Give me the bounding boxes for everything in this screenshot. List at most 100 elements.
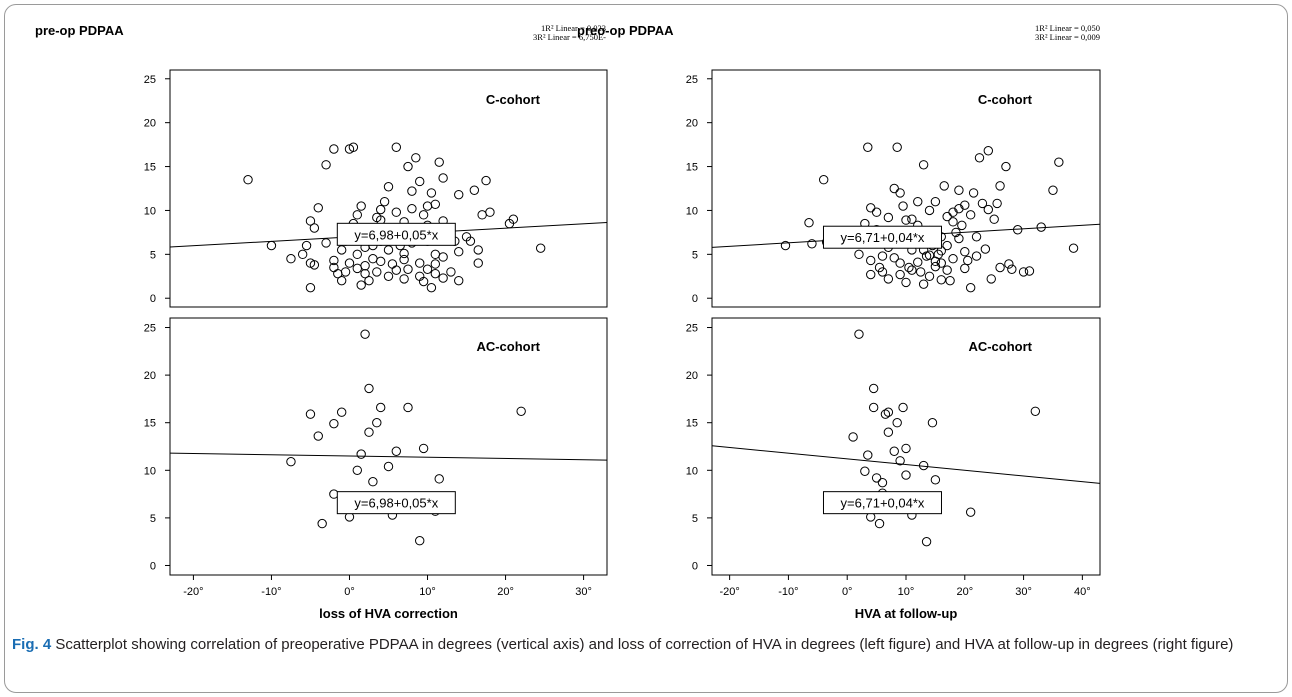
- data-point: [951, 227, 961, 238]
- data-point: [473, 258, 483, 268]
- data-point: [375, 256, 386, 267]
- data-point: [340, 267, 351, 277]
- y-tick-label: 0: [150, 293, 156, 305]
- data-point: [352, 249, 362, 260]
- equation-label: y=6,98+0,05*x: [354, 496, 438, 511]
- data-point: [313, 431, 323, 441]
- data-point: [877, 251, 888, 261]
- data-point: [426, 282, 437, 293]
- data-point: [930, 196, 941, 207]
- y-tick-label: 10: [144, 205, 156, 217]
- data-point: [438, 273, 448, 283]
- data-point: [243, 175, 253, 185]
- data-point: [977, 198, 988, 209]
- data-point: [356, 201, 366, 211]
- data-point: [407, 186, 417, 196]
- y-tick-label: 25: [686, 74, 698, 86]
- data-point: [895, 269, 905, 280]
- r2-legend-line: 3R² Linear = 0,009: [1035, 32, 1100, 42]
- data-point: [901, 277, 911, 288]
- data-point: [860, 466, 870, 476]
- data-point: [391, 142, 402, 152]
- y-tick-label: 10: [144, 465, 156, 477]
- data-point: [329, 418, 339, 429]
- data-point: [535, 243, 546, 253]
- y-tick-label: 20: [144, 118, 156, 130]
- x-tick-label: -10°: [778, 586, 798, 598]
- data-point: [321, 238, 331, 248]
- data-point: [883, 427, 894, 437]
- data-point: [924, 271, 935, 281]
- data-point: [880, 409, 891, 419]
- data-point: [383, 461, 394, 472]
- equation-box: [822, 491, 942, 515]
- y-tick-label: 0: [150, 560, 156, 572]
- data-point: [356, 280, 366, 290]
- x-tick-label: 0°: [344, 586, 355, 598]
- data-point: [804, 218, 814, 228]
- data-point: [309, 223, 320, 233]
- y-tick-label: 10: [686, 205, 698, 217]
- data-point: [942, 240, 952, 251]
- data-point: [863, 450, 873, 460]
- data-point: [948, 217, 958, 227]
- data-point: [889, 253, 899, 263]
- data-point: [329, 144, 339, 154]
- data-point: [383, 182, 394, 192]
- y-tick-label: 15: [144, 418, 156, 430]
- data-point: [930, 475, 941, 485]
- data-point: [866, 203, 876, 213]
- data-point: [960, 247, 970, 257]
- data-point: [348, 142, 359, 152]
- data-point: [516, 406, 526, 416]
- data-point: [407, 203, 417, 214]
- data-point: [321, 160, 331, 170]
- caption-label: Fig. 4: [12, 636, 52, 653]
- data-point: [968, 188, 979, 198]
- data-point: [379, 196, 390, 207]
- data-point: [877, 477, 888, 488]
- data-point: [508, 214, 519, 224]
- data-point: [391, 265, 402, 275]
- y-tick-label: 15: [686, 418, 698, 430]
- data-point: [286, 254, 296, 264]
- cohort-label: C-cohort: [486, 92, 541, 107]
- equation-label: y=6,71+0,04*x: [841, 496, 925, 511]
- data-point: [383, 271, 394, 281]
- regression-line: [711, 445, 1101, 484]
- data-point: [1007, 264, 1017, 274]
- data-point: [930, 256, 941, 267]
- data-point: [871, 473, 882, 483]
- data-point: [352, 465, 362, 475]
- y-tick-label: 5: [150, 249, 156, 261]
- data-point: [403, 402, 413, 413]
- data-point: [971, 251, 982, 261]
- data-point: [957, 220, 967, 231]
- data-point: [780, 240, 791, 251]
- data-point: [974, 153, 985, 163]
- data-point: [895, 258, 905, 268]
- data-point: [983, 146, 994, 156]
- data-point: [948, 254, 958, 264]
- data-point: [368, 254, 378, 264]
- data-point: [403, 161, 413, 172]
- data-point: [372, 418, 382, 428]
- data-point: [305, 216, 316, 226]
- x-tick-label: 30°: [575, 586, 592, 598]
- data-point: [438, 252, 448, 262]
- r2-legend-line: 1R² Linear = 0,023: [541, 23, 606, 33]
- data-point: [465, 236, 476, 246]
- data-point: [992, 198, 1002, 209]
- figure-frame: [4, 4, 1288, 693]
- data-point: [329, 262, 339, 273]
- scatter-panel-c-cohort: 0 5 10 15 20 25 C-cohort y=6,98+0,05*x: [144, 69, 608, 308]
- data-point: [1030, 406, 1041, 416]
- caption-text: Scatterplot showing correlation of preop…: [51, 636, 1234, 653]
- y-tick-label: 15: [686, 162, 698, 174]
- data-point: [927, 418, 938, 428]
- data-point: [418, 210, 429, 220]
- data-point: [473, 245, 483, 255]
- data-point: [399, 274, 409, 284]
- data-point: [430, 249, 441, 260]
- data-point: [866, 269, 876, 280]
